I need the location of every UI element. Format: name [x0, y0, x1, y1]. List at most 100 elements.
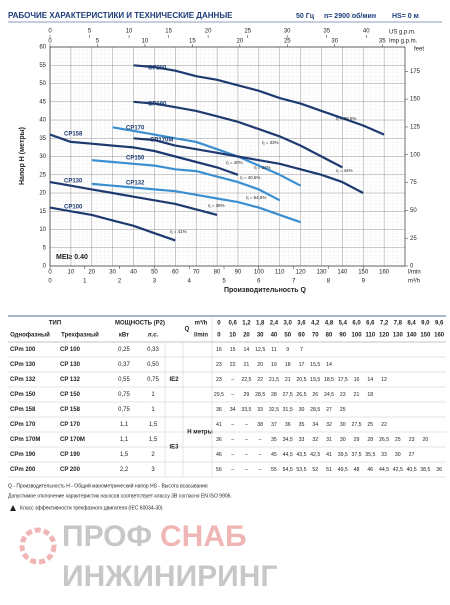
table-header: 150	[420, 333, 431, 339]
efficiency-label: η = 41%	[170, 229, 187, 234]
table-header: 1,2	[242, 321, 251, 327]
cell: 22	[257, 377, 263, 383]
table-header: 80	[326, 333, 333, 339]
m3h-tick-label: 0	[48, 279, 52, 285]
table-header: Однофазный	[10, 332, 50, 339]
cell: 44,5	[379, 467, 389, 473]
logo-c: ИНЖИНИРИНГ	[62, 560, 277, 593]
title: РАБОЧИЕ ХАРАКТЕРИСТИКИ И ТЕХНИЧЕСКИЕ ДАН…	[8, 11, 233, 20]
cell: 30	[340, 422, 346, 428]
table-header: 8,4	[407, 321, 416, 327]
us-tick-label: 20	[205, 29, 212, 35]
cell: 22	[230, 362, 236, 368]
cell: 35	[271, 437, 277, 443]
cell: 34,5	[283, 437, 293, 443]
cell: –	[231, 437, 234, 443]
cell: 7	[300, 347, 303, 353]
cell: 37,5	[351, 452, 361, 458]
efficiency-label: η = 40,5%	[240, 175, 260, 180]
speed: n= 2900 об/мин	[324, 12, 376, 20]
cell: 48	[354, 467, 360, 473]
x-tick-label: 100	[254, 270, 265, 276]
cell: 0,75	[118, 392, 130, 398]
us-unit: US g.p.m.	[389, 30, 416, 36]
cell: 38,5	[420, 467, 430, 473]
cell: CPm 130	[10, 362, 36, 368]
mei: MEI≥ 0.40	[56, 254, 88, 261]
table-header: 130	[393, 333, 404, 339]
x-tick-label: 140	[337, 270, 348, 276]
x-tick-label: 120	[296, 270, 307, 276]
cell: 22,5	[241, 377, 251, 383]
x-tick-label: 70	[193, 270, 200, 276]
y-tick-label: 5	[43, 245, 47, 251]
curve	[91, 159, 281, 202]
cell: 0,25	[118, 347, 130, 353]
cell: 53,5	[296, 467, 306, 473]
curve-label: CP100	[64, 205, 83, 211]
cell: 52	[312, 467, 318, 473]
h-label: H метры	[187, 430, 212, 436]
cell: 18	[285, 362, 291, 368]
cell: 46	[367, 467, 373, 473]
curve-label: CP130	[64, 179, 83, 185]
curve-label: CP132	[126, 181, 145, 187]
triangle-icon	[10, 505, 16, 511]
cell: 36	[285, 422, 291, 428]
imp-tick-label: 10	[142, 39, 149, 45]
cell: 23	[216, 377, 222, 383]
table-header: 3,6	[297, 321, 306, 327]
cell: 37	[271, 422, 277, 428]
x-tick-label: 110	[275, 270, 285, 276]
x-tick-label: 60	[172, 270, 179, 276]
table-header: 0	[217, 333, 221, 339]
logo-gear	[19, 527, 57, 565]
m3h-tick-label: 2	[118, 279, 122, 285]
cell: –	[231, 422, 234, 428]
cell: 35	[299, 422, 305, 428]
y2-tick-label: 0	[410, 264, 414, 270]
cell: –	[231, 377, 234, 383]
cell: 23	[340, 392, 346, 398]
efficiency-label: η = 44%	[336, 168, 353, 173]
cell: 0,50	[147, 362, 159, 368]
table-header: 160	[434, 333, 445, 339]
table-header: ТИП	[49, 321, 61, 327]
cell: 0,75	[118, 407, 130, 413]
cell: 41	[216, 422, 222, 428]
cell: CPm 170M	[10, 437, 40, 443]
y2-axis-title: feet	[414, 47, 424, 53]
cell: 14	[367, 377, 373, 383]
cell: 1,5	[120, 452, 129, 458]
cell: 21	[244, 362, 250, 368]
table-header: 110	[365, 333, 375, 339]
cell: –	[245, 422, 248, 428]
cell: 46	[216, 452, 222, 458]
cell: –	[259, 452, 262, 458]
cell: 40,5	[407, 467, 417, 473]
cell: 51	[326, 467, 332, 473]
cell: 49,5	[338, 467, 348, 473]
cell: 0,55	[118, 377, 130, 383]
x-tick-label: 20	[88, 270, 95, 276]
cell: 1,1	[120, 437, 129, 443]
x-tick-label: 160	[379, 270, 390, 276]
cell: –	[231, 392, 234, 398]
cell: –	[259, 467, 262, 473]
note: Допустимое отклонение характеристик насо…	[8, 493, 232, 499]
efficiency-label: η = 38%	[208, 203, 225, 208]
table-header: 4,2	[311, 321, 320, 327]
table-header: 20	[243, 333, 250, 339]
table-header: 7,2	[380, 321, 389, 327]
cell: 21	[354, 392, 360, 398]
y-axis-title: Напор H (метры)	[19, 127, 26, 185]
curve	[91, 182, 301, 224]
x-tick-label: 40	[130, 270, 137, 276]
cell: CPm 100	[10, 347, 36, 353]
table-header: 30	[257, 333, 264, 339]
cell: 44,5	[283, 452, 293, 458]
cell: 1	[151, 407, 155, 413]
cell: CP 190	[60, 452, 81, 458]
cell: 33	[257, 407, 263, 413]
